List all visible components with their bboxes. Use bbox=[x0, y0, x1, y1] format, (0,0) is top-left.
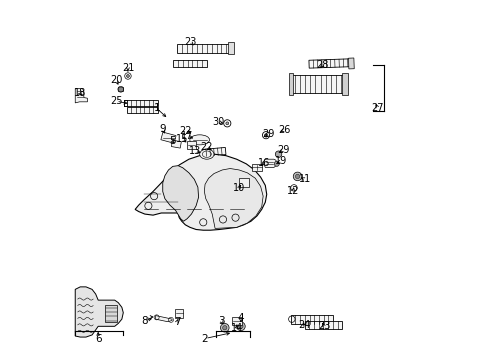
Text: 17: 17 bbox=[181, 131, 193, 141]
Polygon shape bbox=[186, 141, 196, 149]
Polygon shape bbox=[348, 58, 353, 69]
Polygon shape bbox=[135, 154, 266, 230]
Text: 10: 10 bbox=[232, 183, 245, 193]
Text: 28: 28 bbox=[316, 60, 328, 70]
Text: 6: 6 bbox=[95, 333, 102, 343]
Polygon shape bbox=[105, 305, 117, 322]
Polygon shape bbox=[161, 132, 176, 143]
Text: 19: 19 bbox=[274, 156, 286, 166]
Polygon shape bbox=[202, 148, 225, 157]
Ellipse shape bbox=[199, 149, 214, 159]
Polygon shape bbox=[177, 44, 231, 53]
Polygon shape bbox=[155, 316, 172, 321]
Polygon shape bbox=[288, 73, 293, 95]
Polygon shape bbox=[75, 89, 87, 103]
Text: 23: 23 bbox=[183, 37, 196, 47]
Circle shape bbox=[220, 323, 228, 332]
Text: 20: 20 bbox=[110, 75, 122, 85]
Text: 29: 29 bbox=[262, 129, 275, 139]
Polygon shape bbox=[238, 179, 248, 187]
Polygon shape bbox=[127, 100, 157, 106]
Circle shape bbox=[238, 324, 243, 328]
Text: 30: 30 bbox=[212, 117, 224, 127]
Text: 14: 14 bbox=[230, 323, 242, 333]
Polygon shape bbox=[251, 163, 262, 171]
Polygon shape bbox=[290, 75, 345, 93]
Circle shape bbox=[225, 122, 228, 125]
Polygon shape bbox=[290, 315, 332, 324]
Polygon shape bbox=[204, 168, 263, 228]
Text: 12: 12 bbox=[286, 186, 299, 197]
Text: 2: 2 bbox=[202, 333, 208, 343]
Polygon shape bbox=[75, 287, 123, 337]
Circle shape bbox=[264, 134, 267, 136]
Text: 18: 18 bbox=[74, 88, 86, 98]
Text: 3: 3 bbox=[218, 316, 224, 325]
Polygon shape bbox=[163, 166, 198, 221]
Circle shape bbox=[126, 75, 129, 77]
Text: 7: 7 bbox=[173, 317, 180, 327]
Text: 15: 15 bbox=[175, 134, 187, 144]
Polygon shape bbox=[227, 42, 234, 54]
Text: 5: 5 bbox=[168, 136, 175, 145]
Text: 29: 29 bbox=[277, 144, 289, 154]
Text: 9: 9 bbox=[159, 124, 166, 134]
Text: 16: 16 bbox=[258, 158, 270, 168]
Text: 24: 24 bbox=[298, 320, 310, 330]
Polygon shape bbox=[173, 60, 206, 67]
Text: 13: 13 bbox=[188, 145, 201, 156]
Circle shape bbox=[222, 325, 226, 330]
Ellipse shape bbox=[189, 135, 209, 145]
Text: 8: 8 bbox=[141, 316, 148, 325]
Polygon shape bbox=[308, 59, 351, 68]
Text: 26: 26 bbox=[278, 125, 290, 135]
Circle shape bbox=[274, 161, 279, 166]
Circle shape bbox=[295, 174, 299, 179]
Polygon shape bbox=[342, 73, 347, 95]
Polygon shape bbox=[304, 321, 342, 329]
Polygon shape bbox=[127, 107, 157, 113]
Circle shape bbox=[236, 322, 244, 330]
Polygon shape bbox=[118, 87, 123, 91]
Polygon shape bbox=[232, 317, 242, 324]
Polygon shape bbox=[263, 159, 276, 167]
Text: 27: 27 bbox=[371, 103, 384, 113]
Text: 11: 11 bbox=[298, 174, 310, 184]
Text: 22: 22 bbox=[179, 126, 191, 135]
Polygon shape bbox=[175, 309, 183, 318]
Text: 21: 21 bbox=[122, 63, 134, 73]
Circle shape bbox=[275, 151, 281, 157]
Text: 4: 4 bbox=[237, 313, 244, 323]
Text: 23: 23 bbox=[317, 321, 329, 331]
Polygon shape bbox=[171, 140, 181, 148]
Text: 22: 22 bbox=[200, 142, 213, 152]
Text: 25: 25 bbox=[110, 96, 122, 106]
Text: 1: 1 bbox=[153, 103, 160, 113]
Circle shape bbox=[293, 172, 301, 181]
